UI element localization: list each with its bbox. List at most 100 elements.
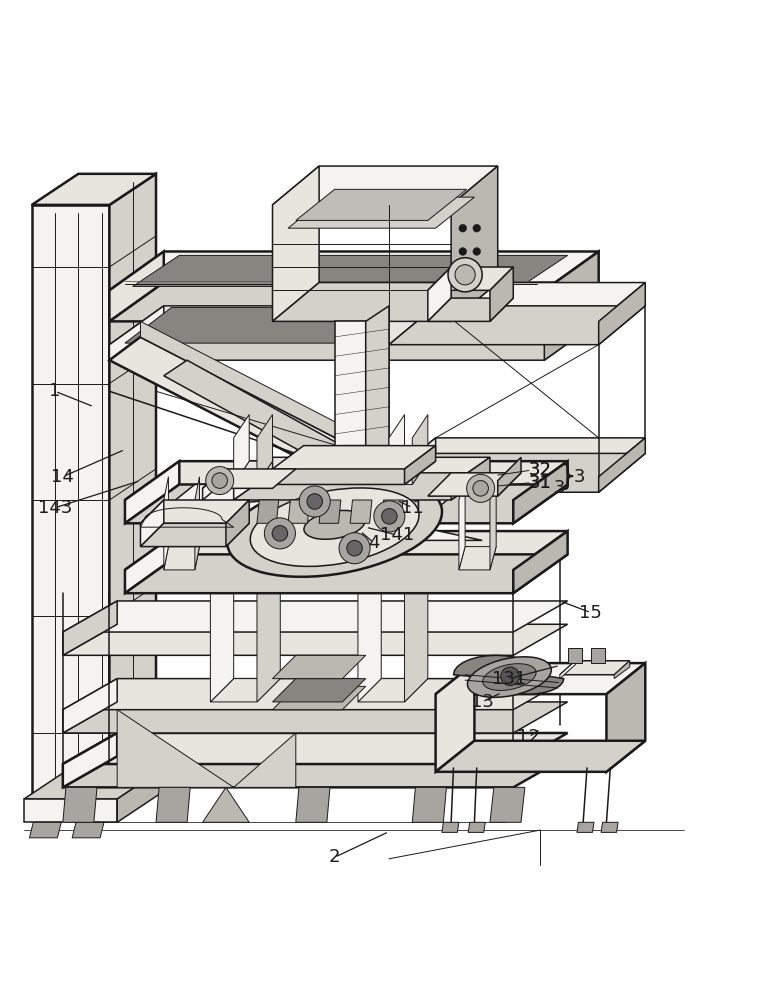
Polygon shape [405, 446, 436, 484]
Polygon shape [389, 283, 436, 345]
Polygon shape [335, 321, 366, 461]
Polygon shape [32, 174, 156, 205]
Polygon shape [614, 661, 629, 679]
Circle shape [459, 224, 467, 232]
Polygon shape [272, 655, 366, 679]
Polygon shape [591, 648, 605, 663]
Text: 15: 15 [580, 604, 602, 622]
Polygon shape [490, 787, 525, 822]
Polygon shape [202, 469, 226, 500]
Polygon shape [513, 461, 568, 523]
Polygon shape [233, 457, 272, 500]
Polygon shape [405, 570, 428, 702]
Circle shape [473, 271, 481, 279]
Text: }: } [559, 463, 576, 491]
Polygon shape [257, 500, 279, 523]
Circle shape [381, 509, 397, 524]
Polygon shape [226, 500, 249, 547]
Polygon shape [366, 306, 389, 461]
Polygon shape [601, 822, 618, 832]
Polygon shape [358, 679, 428, 702]
Polygon shape [468, 822, 485, 832]
Polygon shape [436, 741, 645, 772]
Polygon shape [257, 415, 272, 484]
Text: 141: 141 [380, 526, 414, 544]
Text: 14: 14 [51, 468, 74, 486]
Circle shape [473, 481, 489, 496]
Polygon shape [599, 438, 645, 492]
Text: 1: 1 [49, 382, 61, 400]
Polygon shape [451, 457, 490, 500]
Polygon shape [210, 570, 233, 702]
Polygon shape [350, 500, 372, 523]
Text: 32: 32 [529, 461, 552, 479]
Polygon shape [210, 679, 280, 702]
Polygon shape [288, 197, 475, 228]
Polygon shape [164, 547, 199, 570]
Circle shape [501, 667, 520, 686]
Polygon shape [30, 822, 61, 838]
Polygon shape [63, 601, 117, 655]
Circle shape [339, 533, 370, 564]
Polygon shape [389, 453, 645, 492]
Circle shape [272, 526, 288, 541]
Circle shape [473, 224, 481, 232]
Polygon shape [459, 547, 496, 570]
Circle shape [459, 248, 467, 255]
Polygon shape [296, 189, 467, 220]
Circle shape [307, 494, 323, 509]
Polygon shape [233, 457, 490, 484]
Polygon shape [389, 461, 428, 484]
Polygon shape [428, 298, 513, 321]
Ellipse shape [227, 478, 442, 577]
Polygon shape [233, 733, 296, 787]
Circle shape [265, 518, 296, 549]
Polygon shape [233, 461, 272, 484]
Polygon shape [24, 768, 164, 799]
Polygon shape [272, 166, 498, 205]
Text: 12: 12 [517, 728, 540, 746]
Polygon shape [141, 523, 249, 547]
Polygon shape [63, 679, 568, 710]
Polygon shape [389, 306, 645, 345]
Polygon shape [110, 337, 381, 484]
Polygon shape [63, 679, 117, 733]
Polygon shape [63, 733, 568, 764]
Polygon shape [272, 446, 436, 469]
Polygon shape [428, 267, 451, 321]
Polygon shape [233, 415, 249, 484]
Polygon shape [110, 251, 164, 321]
Circle shape [205, 467, 233, 495]
Polygon shape [141, 500, 164, 547]
Polygon shape [32, 205, 110, 795]
Polygon shape [125, 531, 568, 570]
Polygon shape [288, 500, 310, 523]
Text: 32: 32 [529, 461, 552, 479]
Ellipse shape [482, 664, 536, 690]
Polygon shape [63, 733, 117, 787]
Polygon shape [63, 601, 568, 632]
Polygon shape [412, 787, 447, 822]
Polygon shape [110, 283, 599, 321]
Polygon shape [389, 415, 405, 484]
Ellipse shape [251, 488, 419, 566]
Polygon shape [110, 306, 599, 345]
Polygon shape [442, 822, 459, 832]
Polygon shape [110, 321, 599, 360]
Polygon shape [257, 570, 280, 702]
Polygon shape [545, 306, 599, 360]
Polygon shape [272, 461, 436, 484]
Polygon shape [63, 787, 97, 822]
Polygon shape [194, 477, 199, 570]
Polygon shape [436, 663, 475, 772]
Text: 11: 11 [401, 499, 424, 517]
Polygon shape [319, 446, 405, 461]
Polygon shape [125, 531, 179, 593]
Polygon shape [381, 446, 405, 477]
Polygon shape [110, 251, 599, 290]
Polygon shape [490, 477, 496, 570]
Polygon shape [454, 655, 564, 694]
Polygon shape [568, 648, 582, 663]
Ellipse shape [304, 510, 366, 539]
Polygon shape [389, 438, 436, 492]
